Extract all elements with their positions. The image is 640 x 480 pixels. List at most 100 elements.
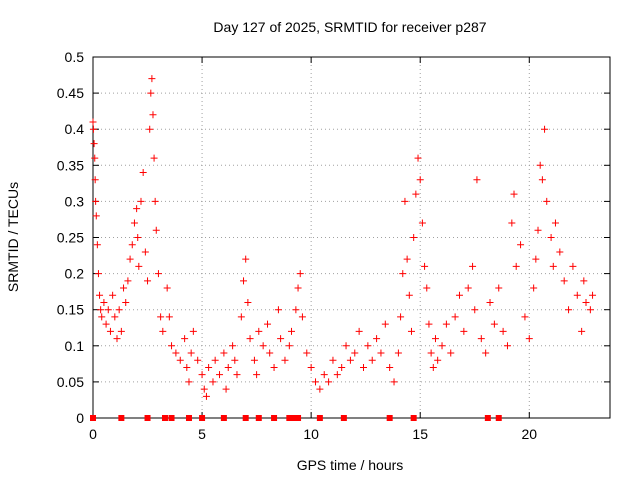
data-point: [292, 306, 300, 314]
data-point: [508, 219, 516, 227]
data-point: [438, 342, 446, 350]
data-point: [586, 306, 594, 314]
data-point: [532, 255, 540, 263]
data-point: [163, 284, 171, 292]
data-point: [270, 363, 278, 371]
data-point: [90, 140, 98, 148]
data-point: [185, 378, 193, 386]
data-point: [556, 248, 564, 256]
data-point: [536, 161, 544, 169]
data-point: [274, 306, 282, 314]
data-point: [139, 169, 147, 177]
data-point: [521, 313, 529, 321]
data-point: [102, 320, 110, 328]
data-point: [253, 371, 261, 379]
data-point: [431, 335, 439, 343]
data-point: [141, 248, 149, 256]
data-point: [538, 176, 546, 184]
data-point: [477, 335, 485, 343]
data-point: [517, 241, 525, 249]
data-point: [91, 154, 99, 162]
data-point: [106, 327, 114, 335]
data-point: [148, 75, 156, 83]
data-point: [146, 125, 154, 133]
data-point: [157, 313, 165, 321]
data-point: [589, 291, 597, 299]
data-point: [510, 190, 518, 198]
x-tick-label: 5: [198, 426, 206, 442]
data-point: [307, 363, 315, 371]
zero-point: [90, 415, 96, 421]
data-point: [122, 298, 130, 306]
data-point: [94, 270, 102, 278]
data-point: [410, 234, 418, 241]
data-point: [549, 262, 557, 270]
grid-lines: [93, 57, 610, 418]
zero-point: [295, 415, 302, 421]
data-point: [381, 320, 389, 328]
data-point: [429, 363, 437, 371]
data-point: [407, 327, 415, 335]
data-point: [281, 356, 289, 364]
data-point: [242, 255, 250, 263]
data-point: [134, 234, 142, 241]
zero-point: [495, 415, 502, 421]
data-point: [298, 313, 306, 321]
data-point: [490, 320, 498, 328]
y-axis-label: SRMTID / TECUs: [5, 182, 21, 292]
data-point: [414, 154, 422, 162]
data-point: [135, 262, 143, 270]
zero-point: [340, 415, 347, 421]
zero-point: [118, 415, 125, 421]
data-point: [359, 363, 367, 371]
data-point: [464, 284, 472, 292]
data-point: [240, 277, 248, 285]
y-tick-label: 0.05: [57, 374, 84, 390]
data-point: [187, 349, 195, 357]
data-point: [547, 234, 555, 241]
data-point: [364, 342, 372, 350]
x-axis: 0 5 10 15 20: [89, 57, 537, 442]
zero-point: [316, 415, 323, 421]
data-point: [412, 190, 420, 198]
data-point: [176, 356, 184, 364]
data-point: [495, 284, 503, 292]
data-point: [98, 313, 106, 321]
zero-point: [386, 415, 393, 421]
data-point: [229, 342, 237, 350]
zero-point: [220, 415, 227, 421]
data-point: [159, 327, 167, 335]
data-point: [486, 298, 494, 306]
data-point: [303, 349, 311, 357]
zero-point: [255, 415, 262, 421]
data-point: [205, 363, 213, 371]
data-point: [578, 327, 586, 335]
data-point: [124, 277, 132, 285]
data-point: [189, 327, 197, 335]
data-point: [259, 342, 267, 350]
data-point: [109, 291, 117, 299]
zero-point: [410, 415, 417, 421]
data-point: [244, 298, 252, 306]
data-point: [89, 118, 97, 126]
data-point: [551, 219, 559, 227]
data-point: [285, 342, 293, 350]
data-point: [128, 241, 136, 249]
y-tick-label: 0.35: [57, 157, 84, 173]
data-point: [442, 320, 450, 328]
data-point: [198, 371, 206, 379]
data-point: [368, 356, 376, 364]
data-point: [237, 313, 245, 321]
chart-title: Day 127 of 2025, SRMTID for receiver p28…: [213, 19, 486, 35]
data-point: [427, 349, 435, 357]
data-point: [183, 363, 191, 371]
data-point: [92, 212, 100, 220]
data-point: [534, 226, 542, 234]
data-point: [541, 125, 549, 133]
y-tick-label: 0.2: [65, 266, 85, 282]
data-point: [117, 327, 125, 335]
data-point: [338, 363, 346, 371]
zero-point: [185, 415, 192, 421]
data-point: [329, 356, 337, 364]
